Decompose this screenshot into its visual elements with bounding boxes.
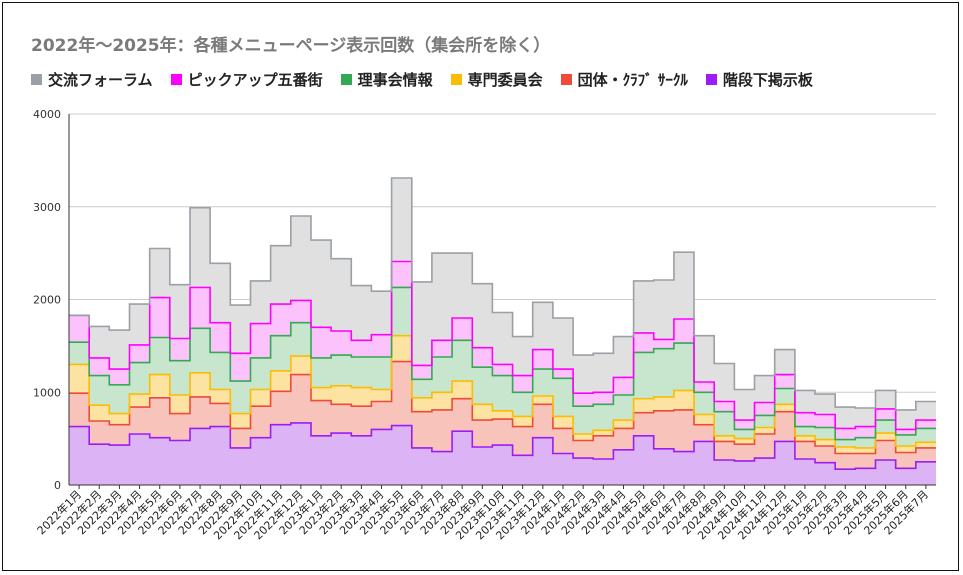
legend-item: 交流フォーラム: [31, 69, 153, 90]
legend-item: 階段下掲示板: [705, 69, 813, 90]
series-area: [69, 261, 936, 440]
y-tick-label: 4000: [33, 108, 61, 121]
legend-label: 専門委員会: [467, 71, 543, 89]
y-tick-label: 3000: [33, 201, 61, 214]
legend-label: 理事会情報: [357, 71, 433, 89]
legend-label: 階段下掲示板: [722, 71, 813, 89]
legend-item: 専門委員会: [450, 69, 543, 90]
legend-item: 団体・ｸﾗﾌﾞ ｻｰｸﾙ: [560, 69, 688, 90]
y-tick-label: 2000: [33, 294, 61, 307]
series-area: [69, 178, 936, 430]
series-line: [69, 422, 936, 470]
legend-label: 団体・ｸﾗﾌﾞ ｻｰｸﾙ: [577, 71, 688, 89]
series-line: [69, 334, 936, 449]
chart-title: 2022年～2025年：各種メニューページ表示回数（集会所を除く）: [31, 36, 551, 56]
chart-legend: 交流フォーラム ピックアップ五番街 理事会情報 専門委員会 団体・ｸﾗﾌﾞ ｻｰｸﾙ 階段…: [31, 69, 813, 90]
legend-swatch: [450, 74, 462, 85]
legend-item: 理事会情報: [340, 69, 433, 90]
legend-swatch: [31, 74, 42, 85]
legend-label: ピックアップ五番街: [187, 71, 323, 89]
series-area: [69, 422, 936, 485]
legend-item: ピックアップ五番街: [170, 69, 323, 90]
chart-plot: 010002000300040002022年1月2022年2月2022年3月20…: [33, 108, 936, 542]
series-area: [69, 361, 936, 470]
legend-label: 交流フォーラム: [48, 71, 153, 89]
y-tick-label: 0: [54, 479, 61, 492]
series-line: [69, 260, 936, 431]
y-tick-label: 1000: [33, 386, 61, 399]
legend-swatch: [705, 74, 717, 85]
series-line: [69, 177, 936, 411]
legend-swatch: [170, 74, 182, 85]
legend-swatch: [340, 74, 352, 85]
legend-swatch: [560, 74, 572, 85]
